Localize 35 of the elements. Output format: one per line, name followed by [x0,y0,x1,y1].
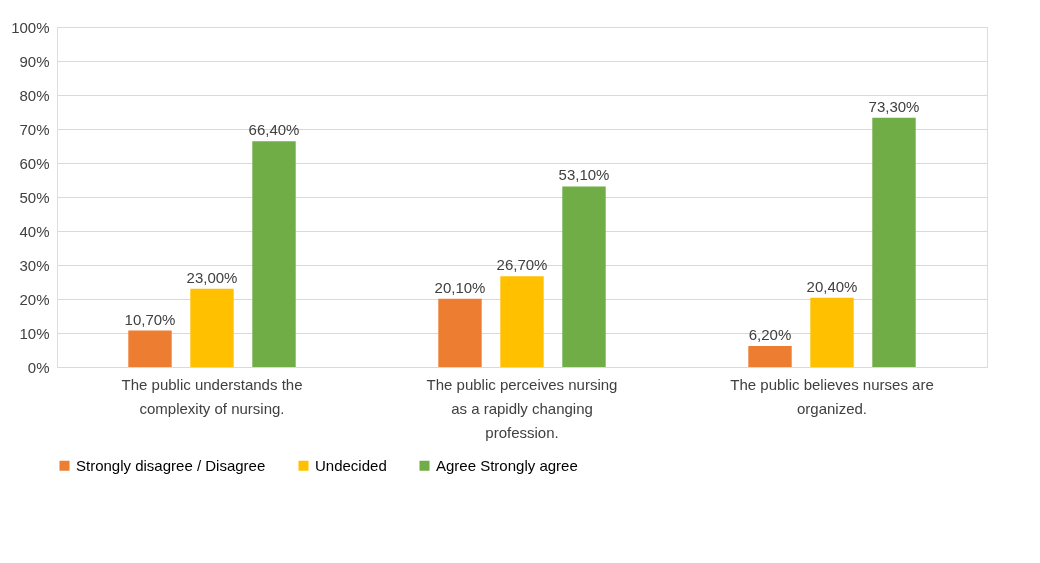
bar [748,345,792,367]
bar [562,186,606,367]
bar [500,276,544,367]
bar [128,330,172,367]
x-tick-label: The public perceives nursing as a rapidly changing profession. [426,375,618,441]
y-tick-label: 100% [11,18,50,36]
y-tick-label: 10% [19,324,50,342]
y-tick-label: 30% [19,256,50,274]
legend-label: Strongly disagree / Disagree [76,456,266,474]
x-tick-label: The public believes nurses are organized. [730,375,934,417]
data-label: 23,00% [186,268,238,286]
y-tick-label: 80% [19,86,50,104]
y-tick-label: 20% [19,290,50,308]
data-label: 26,70% [496,256,548,274]
y-tick-label: 50% [19,188,50,206]
data-label: 20,40% [806,277,858,295]
bar [810,297,854,367]
legend-label: Undecided [315,456,387,474]
legend-label: Agree Strongly agree [436,456,578,474]
bar [872,117,916,367]
bar [438,298,482,367]
data-label: 66,40% [248,121,300,139]
y-tick-label: 90% [19,52,50,70]
data-label: 20,10% [434,278,486,296]
data-label: 6,20% [748,325,792,343]
y-tick-label: 40% [19,222,50,240]
data-label: 10,70% [124,310,176,328]
bar [190,288,234,367]
y-tick-label: 60% [19,154,50,172]
data-label: 73,30% [868,97,920,115]
x-tick-label: The public understands the complexity of nursing. [121,375,303,417]
bar [252,141,296,367]
y-tick-label: 0% [27,358,50,376]
y-tick-label: 70% [19,120,50,138]
data-label: 53,10% [558,166,610,184]
